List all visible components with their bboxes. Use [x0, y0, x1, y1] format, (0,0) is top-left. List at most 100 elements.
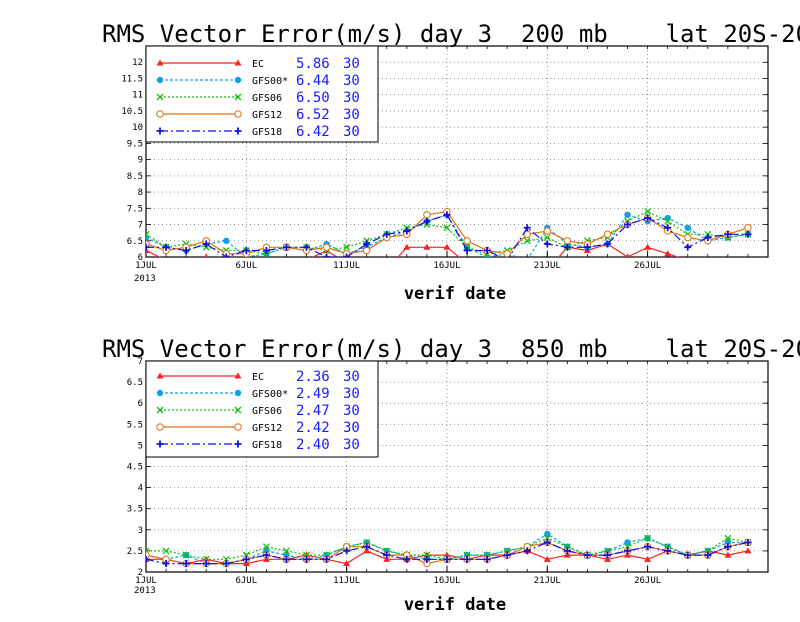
- data-point: [423, 211, 431, 219]
- data-point: [624, 551, 632, 558]
- legend-entry: GFS06 2.47 30: [156, 403, 360, 419]
- data-point: [624, 211, 631, 218]
- data-point: [684, 233, 692, 242]
- data-point: [303, 243, 311, 251]
- x-tick-label: 26JUL: [634, 576, 661, 586]
- x-axis-label: verif date: [404, 595, 506, 615]
- y-tick-label: 3: [138, 526, 143, 536]
- data-point: [423, 551, 431, 559]
- data-point: [507, 256, 508, 257]
- data-point: [182, 247, 190, 255]
- data-point: [343, 560, 351, 567]
- legend-marker: [234, 406, 242, 414]
- data-point: [262, 543, 270, 551]
- legend-marker: [156, 110, 164, 118]
- legend-marker: [234, 127, 242, 135]
- data-point: [524, 257, 530, 263]
- data-point: [483, 247, 491, 255]
- data-point: [644, 534, 652, 542]
- data-point: [484, 266, 491, 272]
- data-point: [443, 211, 451, 219]
- legend-label: GFS12: [252, 423, 282, 434]
- data-point: [323, 253, 331, 257]
- legend-entry: GFS00* 6.44 30: [156, 73, 360, 89]
- x-tick-label: 16JUL: [433, 261, 460, 271]
- legend-marker: [234, 372, 242, 379]
- y-tick-label: 7.5: [127, 204, 143, 214]
- x-tick-label: 16JUL: [433, 576, 460, 586]
- legend-mean: 6.44: [296, 73, 330, 89]
- y-tick-label: 8.5: [127, 172, 143, 182]
- x-tick-label: 1JUL: [135, 576, 157, 586]
- data-point: [383, 230, 391, 238]
- data-point: [343, 547, 351, 555]
- legend-box: [145, 45, 379, 143]
- legend-marker: [234, 423, 242, 431]
- legend-marker: [156, 423, 164, 431]
- data-point: [543, 555, 551, 562]
- data-point: [624, 539, 631, 546]
- legend-count: 30: [343, 437, 360, 453]
- chart-850mb: RMS Vector Error(m/s) day 3 850 mb lat 2…: [102, 335, 800, 615]
- data-point: [624, 547, 632, 555]
- legend-marker: [234, 76, 242, 84]
- legend-mean: 2.42: [296, 420, 330, 436]
- data-point: [202, 240, 210, 248]
- x-tick-label: 26JUL: [634, 261, 661, 271]
- y-tick-label: 6.5: [127, 237, 143, 247]
- legend-count: 30: [343, 90, 360, 106]
- data-point: [603, 240, 611, 248]
- y-tick-label: 5: [138, 441, 143, 451]
- data-point: [182, 551, 190, 559]
- data-point: [162, 560, 170, 568]
- legend-count: 30: [343, 420, 360, 436]
- data-point: [223, 237, 230, 244]
- chart-200mb: RMS Vector Error(m/s) day 3 200 mb lat 2…: [102, 20, 800, 304]
- y-tick-label: 4.5: [127, 463, 143, 473]
- data-point: [443, 224, 451, 232]
- data-point: [146, 243, 150, 251]
- legend-entry: GFS18 6.42 30: [156, 124, 360, 140]
- data-point: [306, 256, 307, 257]
- data-point: [644, 214, 652, 222]
- data-point: [544, 530, 551, 538]
- series-gfs18: [146, 211, 752, 257]
- data-point: [664, 217, 672, 225]
- y-tick-label: 12: [132, 58, 143, 68]
- plot-frame: [145, 45, 769, 258]
- data-point: [383, 555, 391, 562]
- legend-count: 30: [343, 386, 360, 402]
- data-point: [443, 243, 451, 250]
- legend-marker: [234, 110, 242, 118]
- y-tick-label: 11: [132, 91, 143, 101]
- data-point: [624, 221, 632, 229]
- legend-box: [145, 360, 379, 458]
- data-point: [644, 555, 652, 562]
- legend-mean: 6.42: [296, 124, 330, 140]
- data-point: [543, 234, 551, 241]
- legend-label: GFS12: [252, 110, 282, 121]
- data-point: [263, 263, 270, 269]
- data-point: [423, 217, 431, 225]
- data-point: [684, 224, 691, 231]
- y-tick-label: 5.5: [127, 420, 143, 430]
- legend: EC 2.36 30 GFS00* 2.49 30 GFS06 2.47 30 GFS12 2.42…: [145, 360, 379, 458]
- series-layer: [146, 207, 752, 272]
- legend-entry: GFS18 2.40 30: [156, 437, 360, 453]
- legend-count: 30: [343, 403, 360, 419]
- data-point: [506, 256, 509, 257]
- data-point: [644, 543, 652, 551]
- data-point: [664, 224, 672, 232]
- legend-label: GFS00*: [252, 389, 288, 400]
- legend-marker: [156, 127, 164, 135]
- y-tick-label: 7: [138, 221, 143, 231]
- legend-mean: 6.50: [296, 90, 330, 106]
- data-point: [463, 247, 471, 255]
- legend-marker: [234, 59, 242, 66]
- chart-title: RMS Vector Error(m/s) day 3 850 mb lat 2…: [102, 335, 800, 363]
- data-point: [202, 560, 210, 568]
- legend-mean: 5.86: [296, 56, 330, 72]
- data-point: [322, 243, 331, 251]
- data-point: [242, 555, 250, 563]
- legend-entry: EC 5.86 30: [156, 56, 360, 72]
